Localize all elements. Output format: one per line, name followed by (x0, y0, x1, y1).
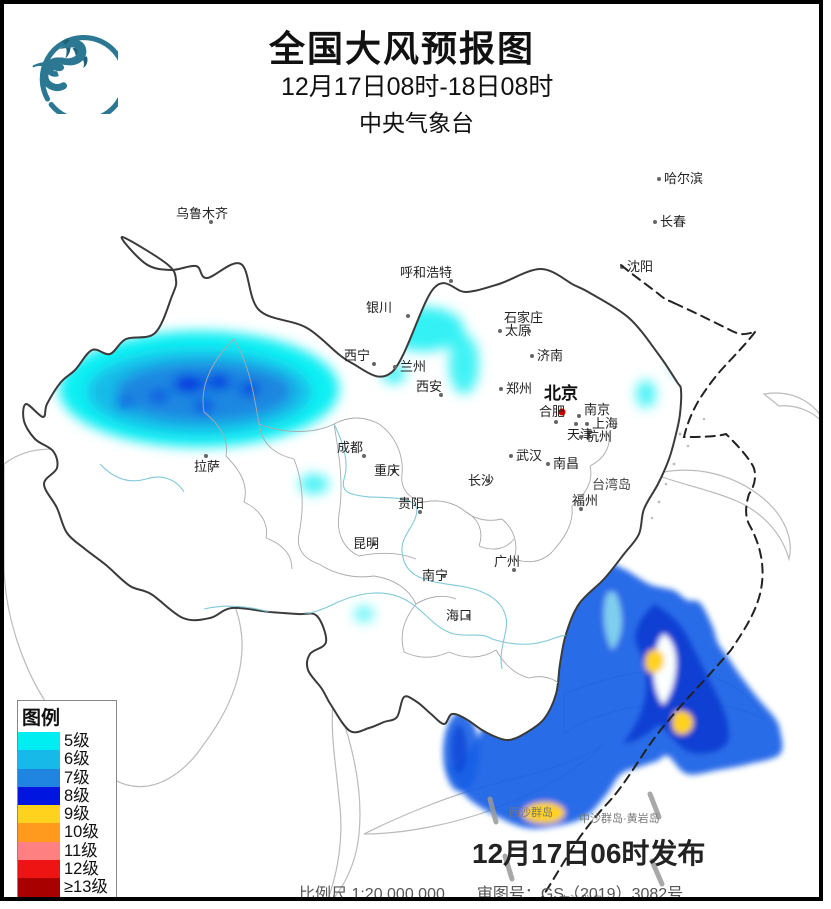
svg-text:银川: 银川 (366, 300, 392, 315)
svg-text:福州: 福州 (572, 493, 598, 508)
svg-text:台湾岛: 台湾岛 (592, 477, 631, 492)
svg-text:南京: 南京 (584, 402, 610, 417)
svg-text:北京: 北京 (544, 383, 578, 403)
svg-text:成都: 成都 (337, 440, 363, 455)
svg-text:济南: 济南 (537, 348, 563, 363)
svg-text:合肥: 合肥 (539, 404, 565, 419)
svg-text:呼和浩特: 呼和浩特 (400, 265, 452, 280)
svg-text:杭州: 杭州 (586, 429, 612, 444)
svg-text:石家庄: 石家庄 (504, 310, 543, 325)
svg-text:西安: 西安 (416, 379, 442, 394)
svg-text:乌鲁木齐: 乌鲁木齐 (176, 206, 228, 221)
svg-text:西沙群岛: 西沙群岛 (509, 805, 553, 819)
svg-text:南宁: 南宁 (422, 568, 448, 583)
svg-text:长春: 长春 (660, 214, 686, 229)
svg-text:郑州: 郑州 (506, 381, 532, 396)
svg-text:海口: 海口 (446, 608, 472, 623)
svg-text:南昌: 南昌 (553, 456, 579, 471)
svg-text:重庆: 重庆 (374, 463, 400, 478)
svg-text:拉萨: 拉萨 (194, 459, 220, 474)
svg-text:西宁: 西宁 (344, 348, 370, 363)
svg-text:中沙群岛·黄岩岛: 中沙群岛·黄岩岛 (579, 811, 660, 825)
svg-text:贵阳: 贵阳 (398, 496, 424, 511)
svg-text:广州: 广州 (494, 554, 520, 569)
svg-text:兰州: 兰州 (400, 359, 426, 374)
svg-text:昆明: 昆明 (353, 536, 379, 551)
svg-text:武汉: 武汉 (516, 448, 542, 463)
svg-text:长沙: 长沙 (468, 473, 494, 488)
svg-text:哈尔滨: 哈尔滨 (664, 171, 703, 186)
svg-text:沈阳: 沈阳 (627, 259, 653, 274)
